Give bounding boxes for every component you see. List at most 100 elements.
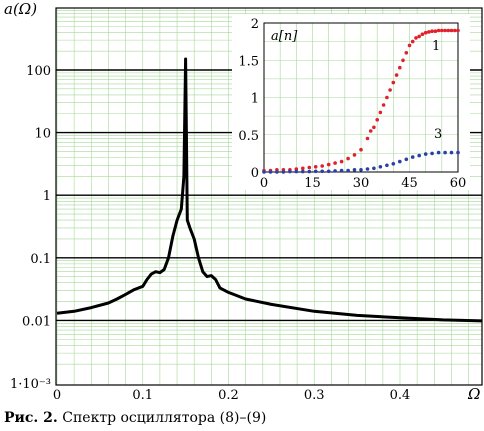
inset-x-tick-label: 30 (353, 176, 370, 191)
inset-series-points (262, 28, 460, 174)
series-3-point (391, 162, 396, 166)
series-1-point (301, 166, 305, 171)
main-x-tick-labels: 0 0.1 0.2 0.3 0.4 (53, 388, 410, 403)
inset-chart: 0 0.5 1 1.5 2 0 15 30 45 60 a[n] 1 3 (232, 14, 470, 191)
series-1-point (294, 167, 299, 171)
series-1-point (313, 165, 318, 169)
inset-y-tick-labels: 0 0.5 1 1.5 2 (238, 17, 259, 181)
series-3-point (268, 170, 273, 174)
series-1-point (436, 28, 441, 33)
spectrum-curve (56, 57, 483, 323)
main-y-tick-labels: 1·10⁻³ 0.01 0.1 1 10 100 (10, 64, 51, 392)
series-1-point (326, 162, 331, 167)
series-1-point (365, 136, 370, 141)
series-3-point (410, 155, 415, 159)
series-3-point (307, 169, 312, 174)
inset-plot-frame (263, 22, 459, 173)
caption-label: Рис. 2. (4, 410, 58, 426)
inset-y-tick-label: 0.5 (238, 129, 259, 144)
main-y-tick-label: 0.01 (22, 314, 51, 329)
series-3-point (320, 169, 325, 174)
main-x-tick-label: 0 (53, 388, 61, 403)
inset-x-tick-labels: 0 15 30 45 60 (260, 176, 466, 191)
series-1-point (333, 161, 337, 165)
main-x-tick-label: 0.4 (390, 388, 411, 403)
series-1-point (359, 147, 363, 152)
inset-y-tick-label: 1.5 (238, 54, 259, 69)
series-3-point (456, 150, 460, 155)
series-1-point (404, 51, 409, 55)
series-1-point (456, 28, 460, 33)
series-3-point (404, 157, 409, 162)
series-3-point (372, 166, 376, 171)
series-1-point (394, 73, 399, 77)
series-1-point (307, 165, 312, 170)
series-1-point (430, 29, 434, 33)
inset-x-tick-label: 15 (304, 176, 321, 191)
series-1-point (368, 129, 373, 133)
series-1-point (427, 30, 431, 34)
main-x-tick-label: 0.2 (218, 388, 239, 403)
main-y-tick-label: 0.1 (30, 252, 51, 267)
main-x-axis-label: Ω (467, 385, 480, 403)
series-1-point (410, 39, 415, 44)
series-3-point (365, 167, 370, 171)
series-1-point (352, 153, 357, 157)
series-3-point (275, 170, 279, 174)
series-1-point (407, 43, 412, 48)
inset-y-axis-label: a[n] (271, 29, 298, 44)
inset-y-tick-label: 1 (251, 92, 259, 107)
main-plot-frame (55, 7, 483, 386)
series-1-point (423, 30, 428, 35)
series-3-point (294, 169, 299, 174)
series-3-point (378, 165, 383, 169)
series-1-point (401, 58, 405, 63)
series-3-point (430, 151, 434, 156)
series-3-label: 3 (434, 127, 442, 142)
main-y-tick-label: 100 (26, 64, 51, 79)
series-3-point (333, 169, 337, 173)
series-1-point (372, 125, 376, 130)
main-y-axis-label: a(Ω) (4, 0, 37, 18)
series-3-point (281, 170, 286, 174)
series-3-point (443, 150, 447, 155)
inset-y-tick-label: 0 (251, 166, 259, 181)
series-3-point (359, 168, 363, 172)
series-3-point (385, 163, 389, 168)
series-1-point (385, 95, 389, 100)
series-3-point (288, 169, 292, 174)
series-3-point (339, 168, 344, 173)
series-3-point (398, 159, 402, 164)
series-3-point (262, 170, 266, 174)
inset-x-tick-label: 45 (401, 176, 418, 191)
series-1-point (440, 28, 444, 33)
series-3-point (423, 152, 428, 156)
inset-x-tick-label: 60 (450, 176, 467, 191)
main-y-tick-label: 10 (34, 127, 51, 142)
series-3-point (352, 168, 357, 172)
series-1-point (391, 80, 396, 85)
series-1-point (446, 28, 451, 33)
main-y-tick-label: 1·10⁻³ (10, 377, 51, 392)
series-1-point (414, 36, 418, 40)
series-1-point (339, 159, 344, 164)
main-x-tick-label: 0.1 (132, 388, 153, 403)
series-3-point (449, 150, 454, 155)
series-1-point (388, 88, 392, 92)
inset-background (232, 14, 470, 190)
series-1-point (433, 29, 438, 33)
main-x-tick-label: 0.3 (304, 388, 325, 403)
series-1-point (375, 118, 380, 122)
series-1-point (453, 28, 457, 33)
series-1-label: 1 (432, 39, 440, 54)
main-y-tick-label: 1 (43, 189, 51, 204)
series-3-point (301, 169, 305, 174)
series-1-point (443, 28, 447, 33)
inset-x-tick-label: 0 (260, 176, 268, 191)
caption-text: Спектр осциллятора (8)–(9) (62, 410, 267, 426)
series-1-point (398, 65, 402, 70)
figure-caption: Рис. 2. Спектр осциллятора (8)–(9) (4, 410, 480, 426)
series-1-point (381, 103, 386, 107)
series-3-point (436, 150, 441, 155)
